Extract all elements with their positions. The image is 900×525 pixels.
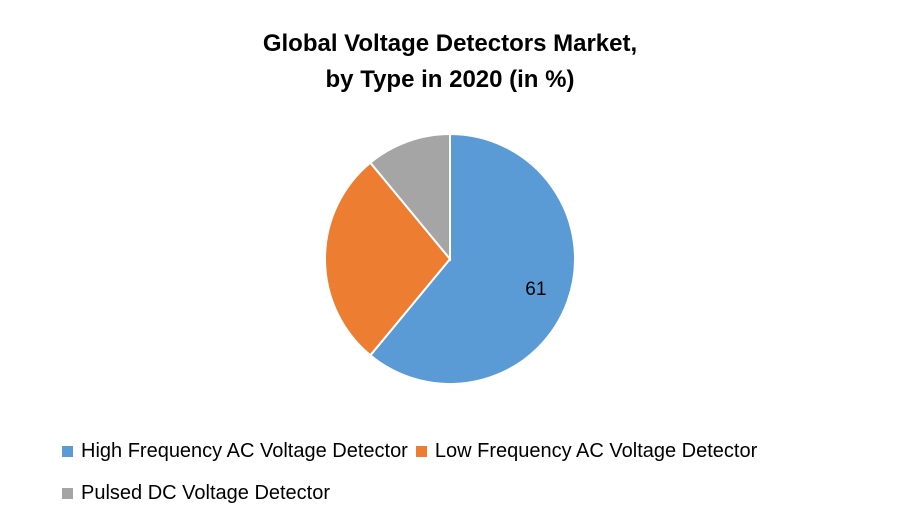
chart-title: Global Voltage Detectors Market, by Type… [0,26,900,98]
legend-row-2: Pulsed DC Voltage Detector [62,480,338,506]
data-label-high-frequency: 61 [525,279,546,300]
legend-label-high-frequency: High Frequency AC Voltage Detector [81,439,408,462]
pie-slice-low-frequency [324,161,452,357]
legend-swatch-high-frequency [62,445,73,457]
legend-row-1: High Frequency AC Voltage Detector Low F… [62,438,765,464]
legend-swatch-low-frequency [415,445,427,457]
legend-label-low-frequency: Low Frequency AC Voltage Detector [434,439,758,462]
chart-title-line-2: by Type in 2020 (in %) [325,66,575,93]
chart-title-line-1: Global Voltage Detectors Market, [262,30,638,57]
legend-item-high-frequency: High Frequency AC Voltage Detector [62,440,408,463]
legend-label-pulsed-dc: Pulsed DC Voltage Detector [81,481,331,504]
legend-swatch-pulsed-dc [62,487,73,499]
legend-item-pulsed-dc: Pulsed DC Voltage Detector [62,482,330,505]
pie-slice-pulsed-dc [368,132,451,262]
pie-slice-high-frequency [368,132,576,385]
legend-item-low-frequency: Low Frequency AC Voltage Detector [415,439,758,463]
